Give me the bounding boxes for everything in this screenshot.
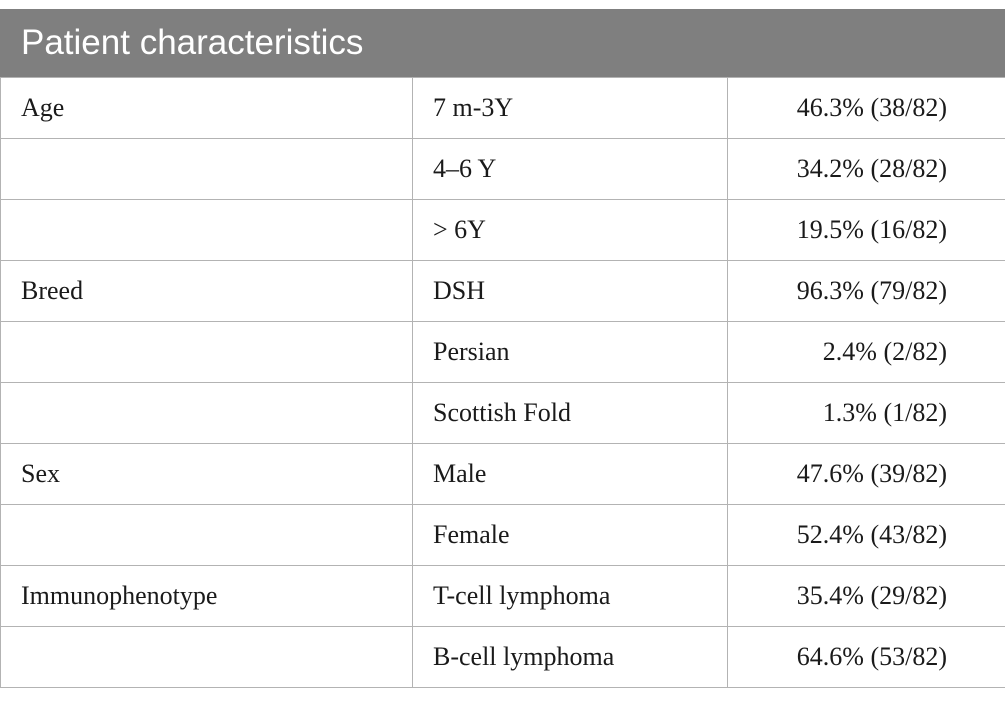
characteristics-grid: Age 7 m-3Y 46.3% (38/82) 4–6 Y 34.2% (28/82)… <box>0 77 1005 688</box>
category-cell <box>0 321 413 383</box>
table-row: > 6Y 19.5% (16/82) <box>0 199 1005 261</box>
table-title: Patient characteristics <box>0 9 1005 77</box>
table-row: Female 52.4% (43/82) <box>0 504 1005 566</box>
category-cell <box>0 504 413 566</box>
table-row: Sex Male 47.6% (39/82) <box>0 443 1005 505</box>
category-cell <box>0 138 413 200</box>
category-cell <box>0 382 413 444</box>
subgroup-cell: DSH <box>412 260 728 322</box>
table-row: Breed DSH 96.3% (79/82) <box>0 260 1005 322</box>
category-cell: Breed <box>0 260 413 322</box>
category-cell <box>0 626 413 688</box>
value-cell: 52.4% (43/82) <box>727 504 1005 566</box>
value-cell: 1.3% (1/82) <box>727 382 1005 444</box>
subgroup-cell: Male <box>412 443 728 505</box>
value-cell: 34.2% (28/82) <box>727 138 1005 200</box>
category-cell: Sex <box>0 443 413 505</box>
subgroup-cell: > 6Y <box>412 199 728 261</box>
category-cell <box>0 199 413 261</box>
subgroup-cell: Female <box>412 504 728 566</box>
subgroup-cell: B-cell lymphoma <box>412 626 728 688</box>
table-row: B-cell lymphoma 64.6% (53/82) <box>0 626 1005 688</box>
value-cell: 96.3% (79/82) <box>727 260 1005 322</box>
table-row: Persian 2.4% (2/82) <box>0 321 1005 383</box>
value-cell: 2.4% (2/82) <box>727 321 1005 383</box>
value-cell: 47.6% (39/82) <box>727 443 1005 505</box>
table-row: Scottish Fold 1.3% (1/82) <box>0 382 1005 444</box>
subgroup-cell: 7 m-3Y <box>412 77 728 139</box>
subgroup-cell: 4–6 Y <box>412 138 728 200</box>
subgroup-cell: T-cell lymphoma <box>412 565 728 627</box>
table-row: Immunophenotype T-cell lymphoma 35.4% (29/… <box>0 565 1005 627</box>
category-cell: Immunophenotype <box>0 565 413 627</box>
patient-characteristics-table: Patient characteristics Age 7 m-3Y 46.3% (… <box>0 9 1005 688</box>
value-cell: 19.5% (16/82) <box>727 199 1005 261</box>
table-row: 4–6 Y 34.2% (28/82) <box>0 138 1005 200</box>
category-cell: Age <box>0 77 413 139</box>
table-row: Age 7 m-3Y 46.3% (38/82) <box>0 77 1005 139</box>
table-body: Age 7 m-3Y 46.3% (38/82) 4–6 Y 34.2% (28/82)… <box>0 77 1005 688</box>
subgroup-cell: Persian <box>412 321 728 383</box>
subgroup-cell: Scottish Fold <box>412 382 728 444</box>
value-cell: 64.6% (53/82) <box>727 626 1005 688</box>
value-cell: 35.4% (29/82) <box>727 565 1005 627</box>
value-cell: 46.3% (38/82) <box>727 77 1005 139</box>
